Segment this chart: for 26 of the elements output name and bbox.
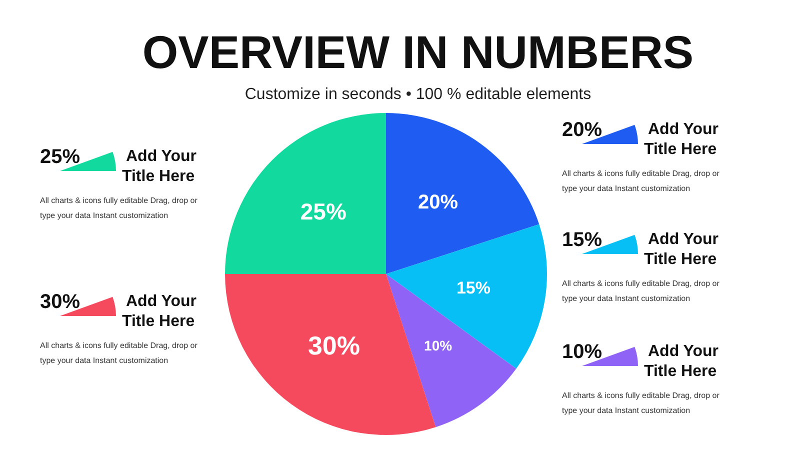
text: 30% <box>40 291 80 313</box>
pie-slice <box>386 113 540 274</box>
text: Add Your Title Here <box>644 343 719 380</box>
text: All charts & icons fully editable Drag, drop or type your data Instant customization <box>40 196 198 220</box>
text: 25% <box>40 146 80 168</box>
data-label: 15% <box>456 278 490 298</box>
chart-title: OVERVIEW IN NUMBERS <box>142 26 694 78</box>
data-label: 20% <box>418 191 458 214</box>
chart-subtitle: Customize in seconds • 100 % editable elements <box>244 86 592 103</box>
text: All charts & icons fully editable Drag, drop or type your data Instant customization <box>562 279 720 303</box>
data-label: 30% <box>308 330 360 361</box>
pie-slice <box>386 274 516 428</box>
data-label: 10% <box>424 338 453 354</box>
text: 10% <box>562 341 602 363</box>
text: Add Your Title Here <box>122 293 197 330</box>
text: Add Your Title Here <box>122 148 197 185</box>
text: 15% <box>562 229 602 251</box>
text: 20% <box>562 119 602 141</box>
text: All charts & icons fully editable Drag, drop or type your data Instant customization <box>562 391 720 415</box>
pie-slice <box>225 113 386 274</box>
pie-slice <box>386 224 547 369</box>
text: Add Your Title Here <box>644 231 719 268</box>
text: All charts & icons fully editable Drag, drop or type your data Instant customization <box>562 169 720 193</box>
text: Add Your Title Here <box>644 121 719 158</box>
text: All charts & icons fully editable Drag, drop or type your data Instant customization <box>40 341 198 365</box>
data-label: 25% <box>300 198 346 224</box>
